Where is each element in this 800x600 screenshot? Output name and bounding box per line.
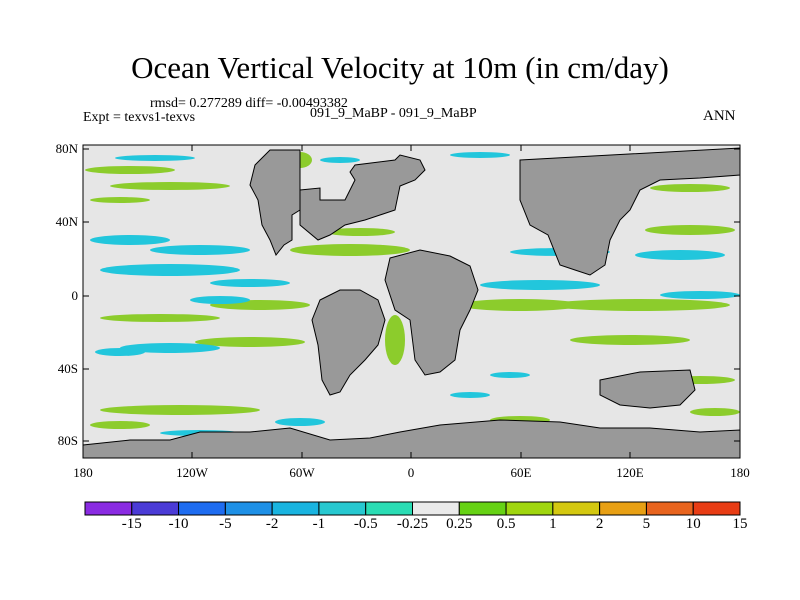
- colorbar-box: [692, 501, 741, 516]
- colorbar-box: [599, 501, 647, 516]
- colorbar-label: 15: [732, 516, 748, 532]
- lon-label-60e: 60E: [510, 465, 532, 480]
- lat-label-40s: 40S: [57, 361, 78, 376]
- plot-title: Ocean Vertical Velocity at 10m (in cm/da…: [131, 50, 669, 85]
- colorbar-box: [365, 501, 413, 516]
- colorbar-label: -15: [121, 516, 142, 532]
- colorbar-label: 10: [685, 516, 701, 532]
- colorbar-box: [318, 501, 367, 516]
- colorbar-box: [458, 501, 507, 516]
- colorbar-label: -1: [312, 516, 326, 532]
- colorbar-box: [271, 501, 320, 516]
- colorbar-box: [412, 501, 460, 516]
- lat-ticks: [83, 148, 740, 442]
- colorbar: [84, 501, 741, 516]
- lon-label-120e: 120E: [616, 465, 644, 480]
- lon-label-180e: 180: [730, 465, 750, 480]
- colorbar-label: 1: [549, 516, 557, 532]
- positive-bands: [85, 152, 740, 429]
- australia: [599, 369, 696, 409]
- colorbar-label: 0.5: [496, 516, 516, 532]
- lon-label-120w: 120W: [176, 465, 208, 480]
- colorbar-box: [505, 501, 554, 516]
- colorbar-box: [131, 501, 180, 516]
- stats-line: rmsd= 0.277289 diff= -0.00493382: [150, 96, 348, 111]
- lon-label-60w: 60W: [289, 465, 315, 480]
- colorbar-box: [645, 501, 694, 516]
- colorbar-label: -0.25: [396, 516, 429, 532]
- colorbar-label: -2: [265, 516, 279, 532]
- south-america: [311, 289, 386, 396]
- lon-label-0: 0: [407, 465, 415, 480]
- lat-label-80s: 80S: [57, 433, 78, 448]
- north-america: [249, 149, 301, 256]
- colorbar-box: [224, 501, 273, 516]
- colorbar-label: 0.25: [446, 516, 473, 532]
- lat-label-80n: 80N: [55, 141, 78, 156]
- lat-label-40n: 40N: [55, 214, 78, 229]
- lat-label-0: 0: [71, 288, 79, 303]
- africa: [384, 249, 479, 376]
- colorbar-box: [552, 501, 601, 516]
- colorbar-label: -5: [219, 516, 232, 532]
- colorbar-box: [178, 501, 226, 516]
- colorbar-box: [84, 501, 133, 516]
- colorbar-label: -10: [168, 516, 189, 532]
- experiment-label: Expt = texvs1-texvs: [83, 110, 196, 125]
- lon-label-180w: 180: [73, 465, 93, 480]
- eurasia: [519, 147, 741, 276]
- season-label: ANN: [703, 108, 736, 124]
- colorbar-label: -0.5: [353, 516, 378, 532]
- colorbar-label: 2: [595, 516, 604, 532]
- subtitle: 091_9_MaBP - 091_9_MaBP: [310, 106, 477, 121]
- greenland-europe-west: [299, 154, 426, 241]
- lon-ticks: [82, 145, 741, 458]
- colorbar-label: 5: [642, 516, 651, 532]
